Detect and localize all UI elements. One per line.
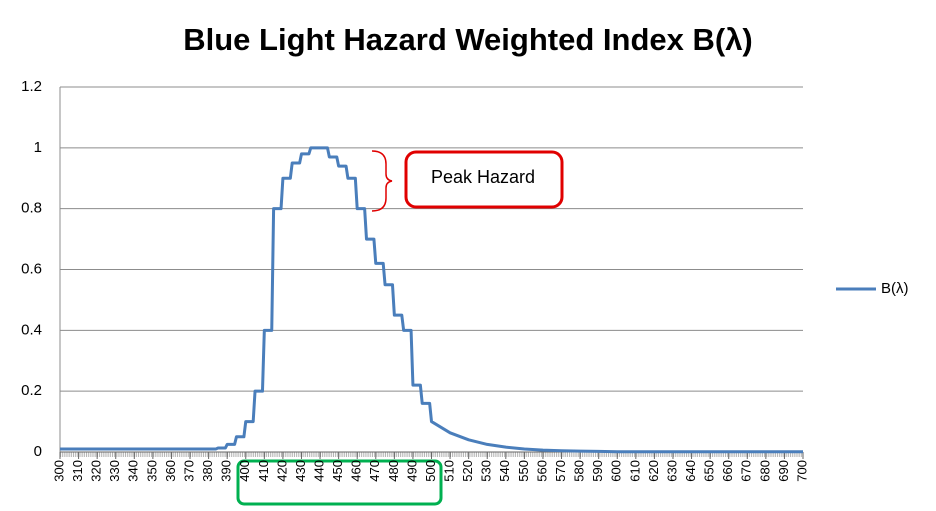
x-tick-label: 430 xyxy=(293,460,308,482)
x-tick-label: 410 xyxy=(256,460,271,482)
x-tick-label: 450 xyxy=(330,460,345,482)
x-tick-label: 500 xyxy=(423,460,438,482)
x-tick-label: 690 xyxy=(776,460,791,482)
y-tick-label: 0.4 xyxy=(21,321,42,338)
x-tick-label: 630 xyxy=(664,460,679,482)
x-tick-label: 370 xyxy=(181,460,196,482)
annotation-box xyxy=(404,150,564,209)
y-tick-label: 0.8 xyxy=(21,200,42,217)
x-tick-label: 470 xyxy=(367,460,382,482)
x-tick-label: 330 xyxy=(107,460,122,482)
x-tick-label: 620 xyxy=(646,460,661,482)
x-tick-label: 400 xyxy=(237,460,252,482)
x-tick-label: 520 xyxy=(460,460,475,482)
x-tick-label: 530 xyxy=(479,460,494,482)
x-tick-label: 570 xyxy=(553,460,568,482)
x-tick-label: 600 xyxy=(609,460,624,482)
legend-label: B(λ) xyxy=(881,280,909,297)
x-tick-label: 700 xyxy=(794,460,809,482)
x-tick-label: 510 xyxy=(442,460,457,482)
x-tick-label: 670 xyxy=(739,460,754,482)
chart-title: Blue Light Hazard Weighted Index B(λ) xyxy=(183,22,753,57)
x-tick-label: 300 xyxy=(51,460,66,482)
y-tick-label: 1.2 xyxy=(21,78,42,95)
highlight-box xyxy=(236,459,443,506)
y-tick-label: 0.6 xyxy=(21,260,42,277)
x-tick-label: 610 xyxy=(627,460,642,482)
annotation: Peak Hazard xyxy=(431,167,535,187)
x-tick-label: 440 xyxy=(311,460,326,482)
x-tick-label: 310 xyxy=(70,460,85,482)
x-tick-label: 320 xyxy=(89,460,104,482)
x-tick-label: 550 xyxy=(516,460,531,482)
y-tick-label: 1 xyxy=(34,139,42,156)
x-tick-label: 540 xyxy=(497,460,512,482)
x-tick-label: 660 xyxy=(720,460,735,482)
x-tick-label: 420 xyxy=(274,460,289,482)
x-tick-label: 340 xyxy=(126,460,141,482)
x-tick-label: 650 xyxy=(702,460,717,482)
x-tick-label: 640 xyxy=(683,460,698,482)
x-tick-label: 580 xyxy=(572,460,587,482)
x-tick-label: 350 xyxy=(144,460,159,482)
y-tick-label: 0.2 xyxy=(21,382,42,399)
x-tick-label: 590 xyxy=(590,460,605,482)
brace xyxy=(371,150,393,212)
y-tick-label: 0 xyxy=(34,443,42,460)
x-tick-label: 460 xyxy=(349,460,364,482)
x-tick-label: 490 xyxy=(404,460,419,482)
x-tick-label: 560 xyxy=(534,460,549,482)
x-tick-label: 380 xyxy=(200,460,215,482)
data-line xyxy=(60,146,803,454)
x-tick-label: 480 xyxy=(386,460,401,482)
x-tick-label: 360 xyxy=(163,460,178,482)
x-tick-label: 680 xyxy=(757,460,772,482)
x-tick-label: 390 xyxy=(219,460,234,482)
